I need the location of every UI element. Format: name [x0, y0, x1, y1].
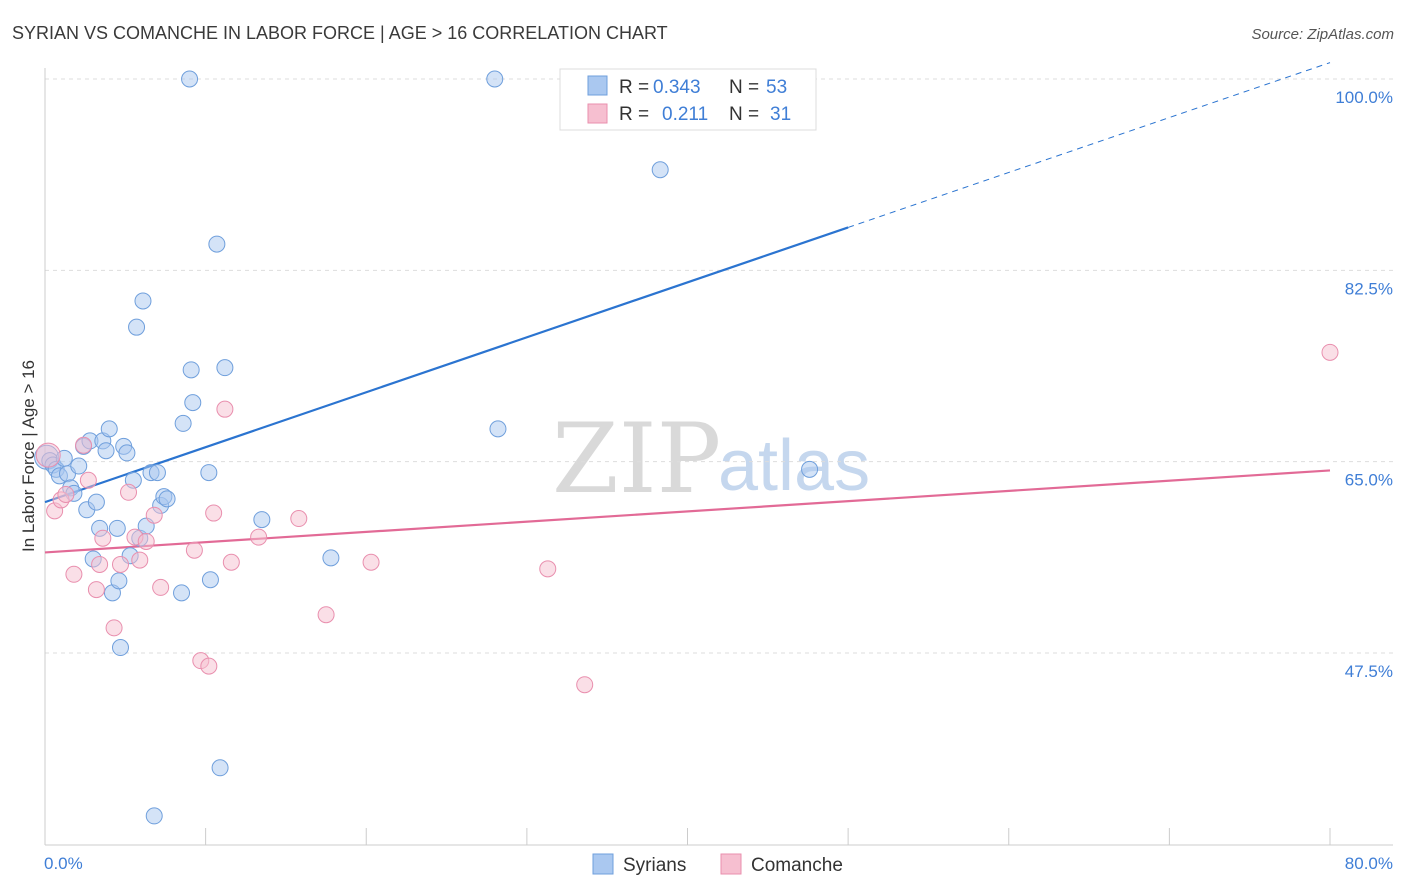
data-point-syrians — [200, 464, 218, 482]
watermark-zip: ZIP — [552, 403, 721, 515]
data-point-comanche — [79, 471, 97, 489]
data-point-comanche — [362, 553, 380, 571]
data-point-comanche — [216, 400, 234, 418]
legend-n-label-comanche: N = — [729, 104, 759, 125]
data-point-syrians — [181, 70, 199, 88]
data-point-syrians — [118, 444, 136, 462]
data-point-comanche — [145, 506, 163, 524]
data-point-syrians — [100, 420, 118, 438]
y-tick-label: 82.5% — [1345, 279, 1393, 298]
data-point-syrians — [158, 490, 176, 508]
data-point-comanche — [131, 551, 149, 569]
data-point-syrians — [111, 639, 129, 657]
bottom-legend-label-comanche: Comanche — [751, 855, 843, 876]
data-point-comanche — [200, 657, 218, 675]
data-point-comanche — [152, 578, 170, 596]
data-point-comanche — [120, 483, 138, 501]
data-point-syrians — [216, 359, 234, 377]
series-legend: Syrians Comanche — [592, 853, 843, 876]
data-point-syrians — [173, 584, 191, 602]
y-axis-label: In Labor Force | Age > 16 — [19, 360, 38, 552]
legend-n-value-syrians: 53 — [766, 77, 787, 98]
watermark-atlas: atlas — [718, 426, 870, 506]
data-point-syrians — [134, 292, 152, 310]
data-point-comanche — [539, 560, 557, 578]
data-point-comanche — [205, 504, 223, 522]
legend-swatch-comanche — [587, 103, 608, 124]
legend-r-label-syrians: R = — [619, 77, 649, 98]
data-point-comanche — [35, 442, 61, 468]
data-point-syrians — [128, 318, 146, 336]
y-tick-label: 47.5% — [1345, 662, 1393, 681]
data-point-syrians — [97, 442, 115, 460]
data-point-syrians — [182, 361, 200, 379]
data-point-syrians — [145, 807, 163, 825]
legend-r-value-syrians: 0.343 — [653, 77, 701, 98]
y-tick-label: 65.0% — [1345, 471, 1393, 490]
data-point-comanche — [185, 541, 203, 559]
data-point-syrians — [211, 759, 229, 777]
chart-title: SYRIAN VS COMANCHE IN LABOR FORCE | AGE … — [12, 23, 668, 43]
data-point-comanche — [290, 510, 308, 528]
data-point-comanche — [87, 581, 105, 599]
gridlines — [45, 78, 1393, 654]
data-point-syrians — [322, 549, 340, 567]
data-point-syrians — [108, 519, 126, 537]
x-tick-label-max: 80.0% — [1345, 854, 1393, 873]
data-point-syrians — [253, 511, 271, 529]
data-point-comanche — [94, 529, 112, 547]
data-point-syrians — [486, 70, 504, 88]
data-point-syrians — [208, 235, 226, 253]
data-point-comanche — [105, 619, 123, 637]
data-point-comanche — [1321, 343, 1339, 361]
watermark: ZIP atlas — [552, 403, 870, 515]
y-tick-label: 100.0% — [1335, 88, 1393, 107]
legend-n-label-syrians: N = — [729, 77, 759, 98]
data-point-comanche — [111, 555, 129, 573]
data-point-syrians — [184, 394, 202, 412]
data-point-syrians — [174, 414, 192, 432]
trend-line-syrians — [44, 226, 849, 504]
data-point-comanche — [222, 553, 240, 571]
data-point-comanche — [576, 676, 594, 694]
data-point-syrians — [201, 571, 219, 589]
data-point-syrians — [489, 420, 507, 438]
legend-r-label-comanche: R = — [619, 104, 649, 125]
bottom-legend-swatch-comanche — [720, 853, 742, 875]
bottom-legend-swatch-syrians — [592, 853, 614, 875]
data-point-syrians — [110, 572, 128, 590]
bottom-legend-label-syrians: Syrians — [623, 855, 686, 876]
data-point-comanche — [137, 532, 155, 550]
data-point-syrians — [70, 457, 88, 475]
data-point-syrians — [87, 493, 105, 511]
legend-n-value-comanche: 31 — [770, 104, 791, 125]
trend-line-extension-syrians — [847, 62, 1331, 228]
legend-r-value-comanche: 0.211 — [662, 104, 708, 125]
legend-swatch-syrians — [587, 75, 608, 96]
data-point-comanche — [57, 485, 75, 503]
data-point-comanche — [75, 436, 93, 454]
data-point-syrians — [148, 464, 166, 482]
data-point-syrians — [651, 161, 669, 179]
chart-source: Source: ZipAtlas.com — [1251, 26, 1394, 43]
data-points — [34, 70, 1339, 825]
stats-legend: R = 0.343 N = 53 R = 0.211 N = 31 — [559, 68, 817, 131]
data-point-syrians — [801, 460, 819, 478]
data-point-comanche — [317, 606, 335, 624]
data-point-comanche — [91, 555, 109, 573]
y-tick-labels: 100.0% 82.5% 65.0% 47.5% — [1335, 88, 1393, 681]
data-point-comanche — [250, 528, 268, 546]
data-point-comanche — [65, 565, 83, 583]
x-tick-label-min: 0.0% — [44, 854, 83, 873]
